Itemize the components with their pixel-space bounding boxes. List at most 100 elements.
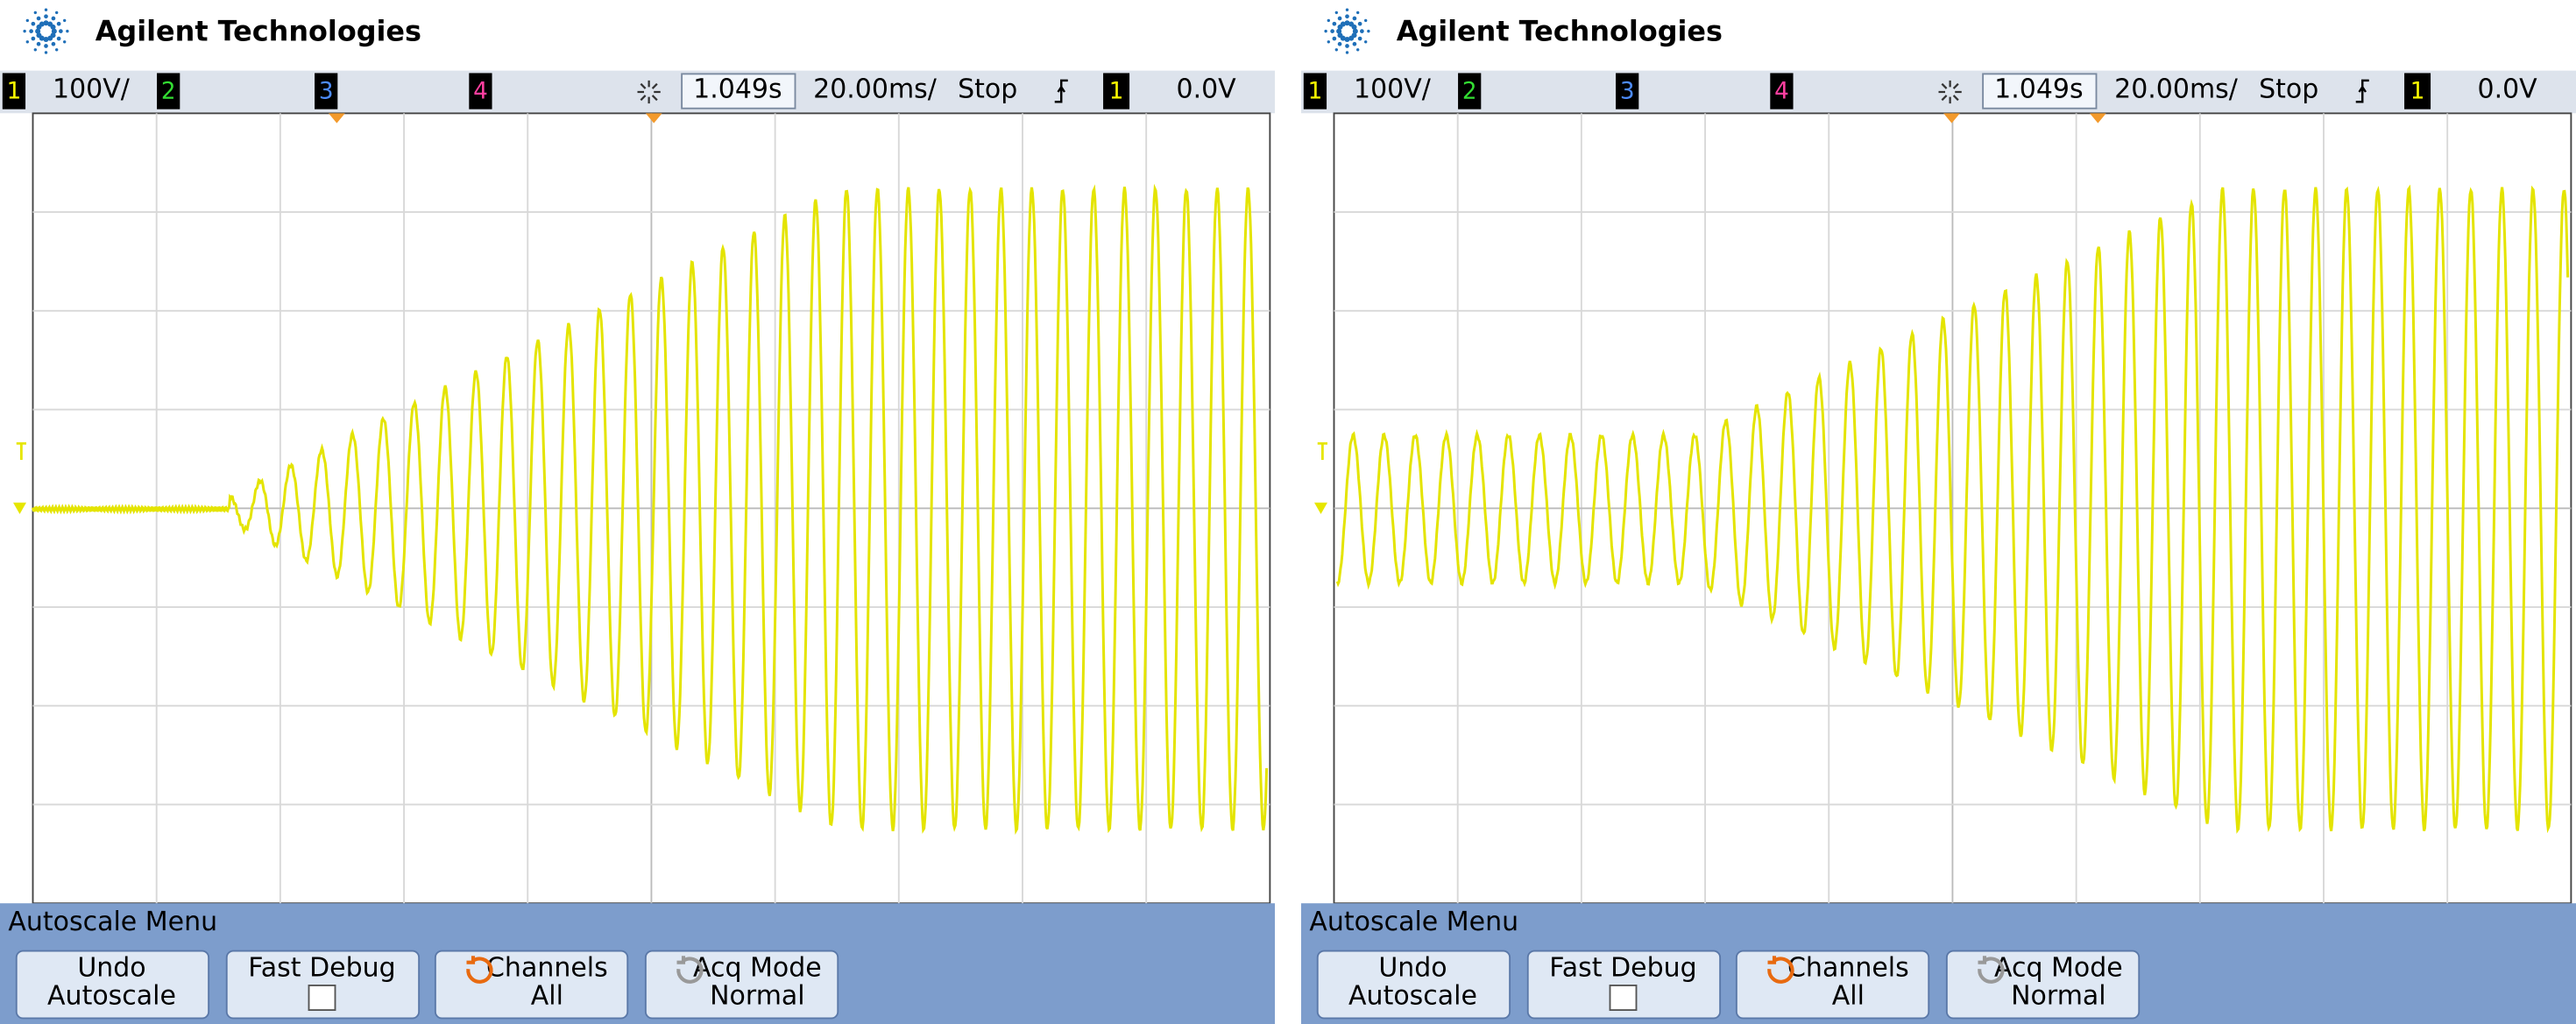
menu-panel	[1301, 903, 2576, 1024]
logo-dot	[54, 48, 59, 52]
logo-dot	[1337, 41, 1342, 46]
logo-dot	[54, 11, 59, 15]
run-state: Stop	[2259, 74, 2318, 105]
logo-dot	[1352, 41, 1357, 46]
waveform	[32, 183, 1269, 836]
logo-dot	[1357, 36, 1362, 41]
rotate-icon	[676, 956, 704, 984]
softkey[interactable]	[15, 950, 210, 1020]
channel-1-box	[2, 73, 26, 109]
logo-dot	[1345, 8, 1349, 11]
logo-dot	[36, 16, 41, 21]
logo-dot	[1352, 16, 1357, 21]
channel-2-box	[157, 73, 180, 109]
logo-dot	[33, 11, 37, 15]
header	[1301, 0, 2576, 71]
softkey-label: Channels	[486, 953, 608, 984]
logo-dot	[44, 8, 48, 11]
trigger-edge-icon	[2355, 79, 2369, 103]
logo-dot	[66, 29, 69, 33]
menu-panel	[0, 903, 1275, 1024]
brand-name: Agilent Technologies	[96, 14, 421, 47]
channel-2: 2	[1462, 78, 1477, 104]
logo-dot	[1356, 48, 1360, 52]
logo-dot	[1340, 21, 1346, 27]
checkbox[interactable]	[308, 985, 336, 1012]
logo-dot	[1360, 29, 1364, 33]
logo-dot	[23, 29, 26, 33]
logo-dot	[44, 44, 48, 48]
scope-screen: Agilent Technologies 1 100V/2 3 4 1.049s 20.00…	[0, 0, 1275, 1024]
checkbox[interactable]	[1609, 985, 1638, 1012]
softkey[interactable]	[1735, 950, 1930, 1020]
softkey-label: Undo	[1378, 953, 1447, 984]
rotate-icon	[466, 956, 493, 984]
logo-dot	[1351, 24, 1357, 30]
icon-ray	[640, 82, 647, 89]
logo-dot	[1345, 51, 1349, 54]
logo-dot	[1327, 18, 1330, 23]
channel-3: 3	[319, 78, 334, 104]
softkey[interactable]	[434, 950, 629, 1020]
logo-dot	[1344, 20, 1350, 26]
marker-triangle	[1943, 113, 1960, 124]
marker-triangle	[645, 113, 662, 124]
softkey[interactable]	[1945, 950, 2141, 1020]
logo-dot	[1334, 48, 1338, 52]
logo-dot	[1332, 21, 1337, 26]
agilent-logo	[1324, 8, 1370, 54]
menu-title: Autoscale Menu	[8, 907, 217, 937]
trigger-marker	[16, 441, 26, 460]
softkey-label: Undo	[77, 953, 145, 984]
softkey[interactable]	[644, 950, 839, 1020]
softkey-value: All	[531, 981, 563, 1012]
delay-icon	[1938, 80, 1962, 104]
logo-dot	[33, 48, 37, 52]
logo-dot	[43, 20, 49, 26]
ground-marker	[13, 502, 26, 514]
logo-dot	[51, 16, 56, 21]
run-state: Stop	[958, 74, 1017, 105]
trigger-level: 0.0V	[1176, 74, 1236, 105]
logo-dot	[1344, 36, 1350, 42]
channel-1: 1	[1308, 78, 1323, 104]
logo-dot	[1345, 14, 1349, 19]
logo-dot	[25, 40, 29, 44]
trigger-marker	[1317, 441, 1327, 460]
channel-2-box	[1458, 73, 1482, 109]
delay-icon	[637, 80, 661, 104]
logo-dot	[1352, 28, 1358, 34]
logo-dot	[36, 32, 42, 39]
delay: 1.049s	[693, 74, 782, 105]
logo-dot	[25, 18, 29, 23]
trigger-source-box	[1103, 73, 1130, 109]
logo-dot	[1364, 40, 1368, 44]
icon-ray	[1952, 82, 1959, 89]
delay-box	[681, 73, 796, 109]
logo-dot	[63, 18, 67, 23]
channel-4: 4	[1774, 78, 1789, 104]
trigger-source: 1	[1109, 78, 1124, 104]
logo-dot	[1330, 29, 1334, 33]
brand-name: Agilent Technologies	[1397, 14, 1723, 47]
logo-dot	[36, 41, 41, 46]
logo-dot	[1356, 11, 1360, 15]
softkey-value: All	[1832, 981, 1865, 1012]
icon-ray	[1941, 82, 1948, 89]
channel-1-scale: 100V/	[1354, 74, 1432, 105]
trigger-edge-icon	[1054, 79, 1068, 103]
softkey-label: Fast Debug	[248, 953, 395, 984]
trigger-source-box	[2404, 73, 2431, 109]
waveform	[1335, 184, 2570, 834]
channel-3: 3	[1620, 78, 1635, 104]
logo-dot	[35, 28, 41, 34]
softkey[interactable]	[1316, 950, 1511, 1020]
marker-triangle	[2090, 113, 2106, 124]
softkey-value: Autoscale	[47, 981, 176, 1012]
channel-4-box	[469, 73, 492, 109]
icon-ray	[1952, 95, 1959, 102]
logo-dot	[1337, 32, 1343, 39]
softkey-label: Fast Debug	[1549, 953, 1696, 984]
softkey-label: Acq Mode	[1994, 953, 2123, 984]
softkey-label: Acq Mode	[693, 953, 822, 984]
